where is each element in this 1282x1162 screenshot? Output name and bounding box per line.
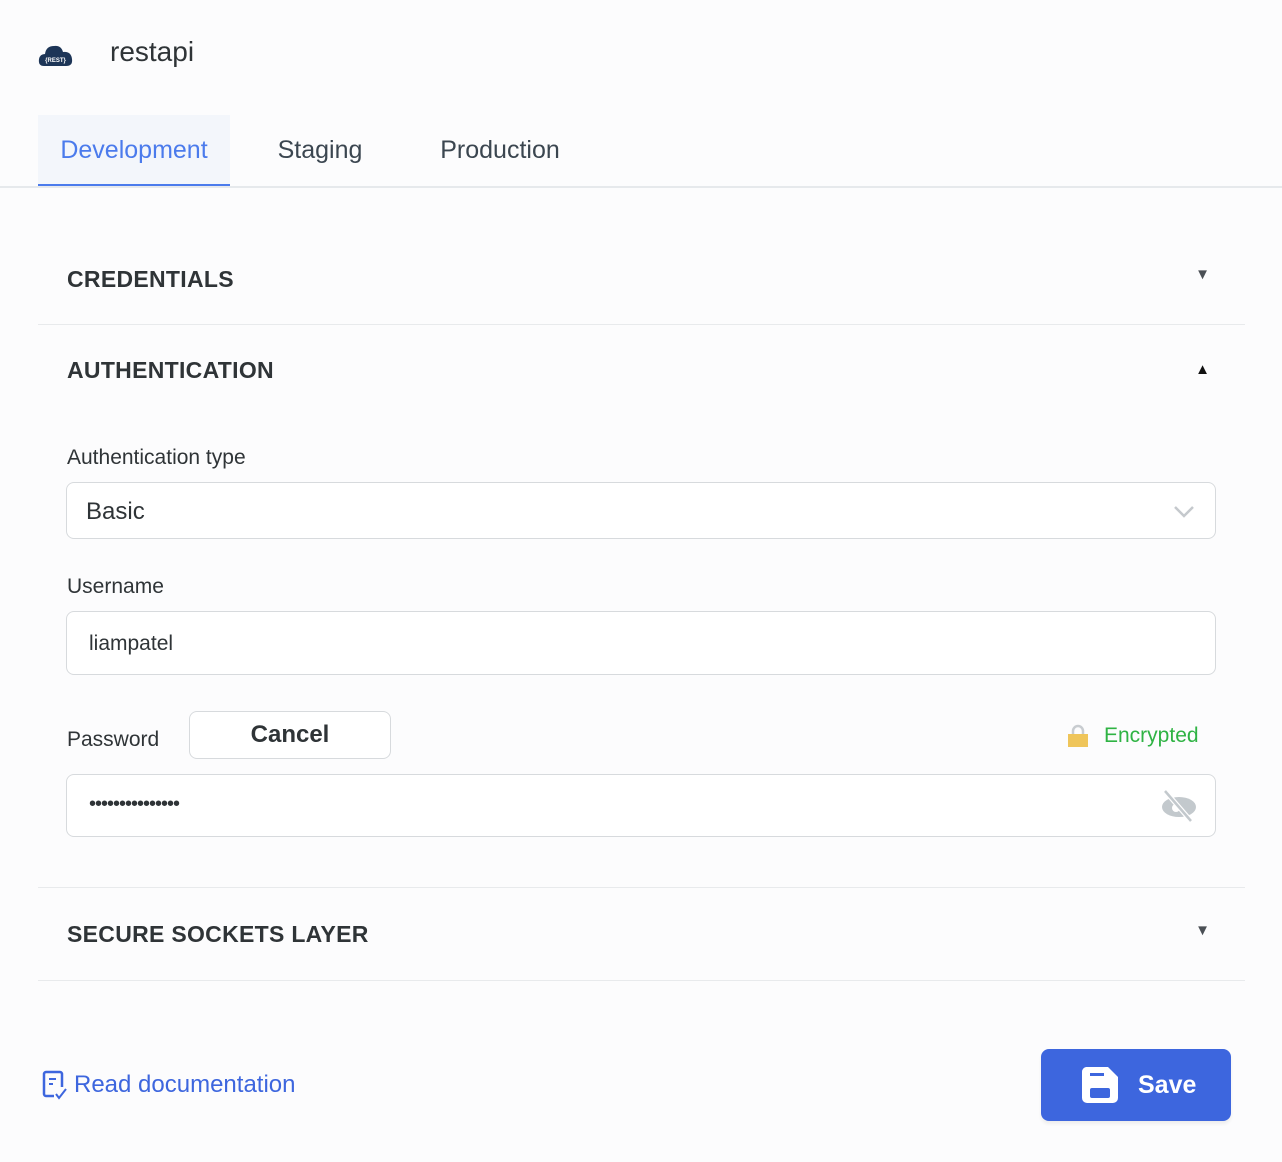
auth-type-select[interactable]: Basic <box>66 482 1216 539</box>
cancel-button[interactable]: Cancel <box>189 711 391 759</box>
credentials-section-header[interactable]: CREDENTIALS ▼ <box>38 232 1245 325</box>
chevron-down-icon <box>1174 506 1194 518</box>
save-label: Save <box>1138 1071 1197 1099</box>
rest-cloud-icon: {REST} <box>38 45 73 66</box>
caret-down-icon: ▼ <box>1195 922 1210 939</box>
section-title: SECURE SOCKETS LAYER <box>67 921 369 947</box>
auth-type-value: Basic <box>86 498 145 525</box>
username-label: Username <box>67 575 164 598</box>
section-title: AUTHENTICATION <box>67 357 274 383</box>
docs-label: Read documentation <box>74 1071 296 1098</box>
documentation-icon <box>42 1070 67 1100</box>
caret-down-icon: ▼ <box>1195 266 1210 283</box>
read-documentation-link[interactable]: Read documentation <box>42 1070 295 1100</box>
auth-type-label: Authentication type <box>67 446 246 469</box>
save-button[interactable]: Save <box>1041 1049 1231 1121</box>
username-input[interactable]: liampatel <box>66 611 1216 675</box>
authentication-section: AUTHENTICATION ▲ <box>38 325 1245 888</box>
eye-off-icon[interactable] <box>1159 789 1199 823</box>
app-title: restapi <box>110 36 195 67</box>
environment-tabs: Development Staging Production <box>0 115 1282 188</box>
encrypted-status: Encrypted <box>1104 724 1199 747</box>
svg-text:{REST}: {REST} <box>45 58 66 64</box>
lock-icon <box>1068 724 1088 747</box>
tab-staging[interactable]: Staging <box>277 136 363 164</box>
ssl-section-header[interactable]: SECURE SOCKETS LAYER ▼ <box>38 888 1245 981</box>
password-value: ••••••••••••••• <box>89 793 180 815</box>
password-label: Password <box>67 728 160 751</box>
tab-development[interactable]: Development <box>38 115 230 186</box>
caret-up-icon: ▲ <box>1195 361 1210 378</box>
floppy-disk-icon <box>1081 1067 1118 1103</box>
password-input[interactable]: ••••••••••••••• <box>66 774 1216 837</box>
username-value: liampatel <box>89 632 174 655</box>
tab-production[interactable]: Production <box>440 136 560 164</box>
section-title: CREDENTIALS <box>67 266 234 292</box>
